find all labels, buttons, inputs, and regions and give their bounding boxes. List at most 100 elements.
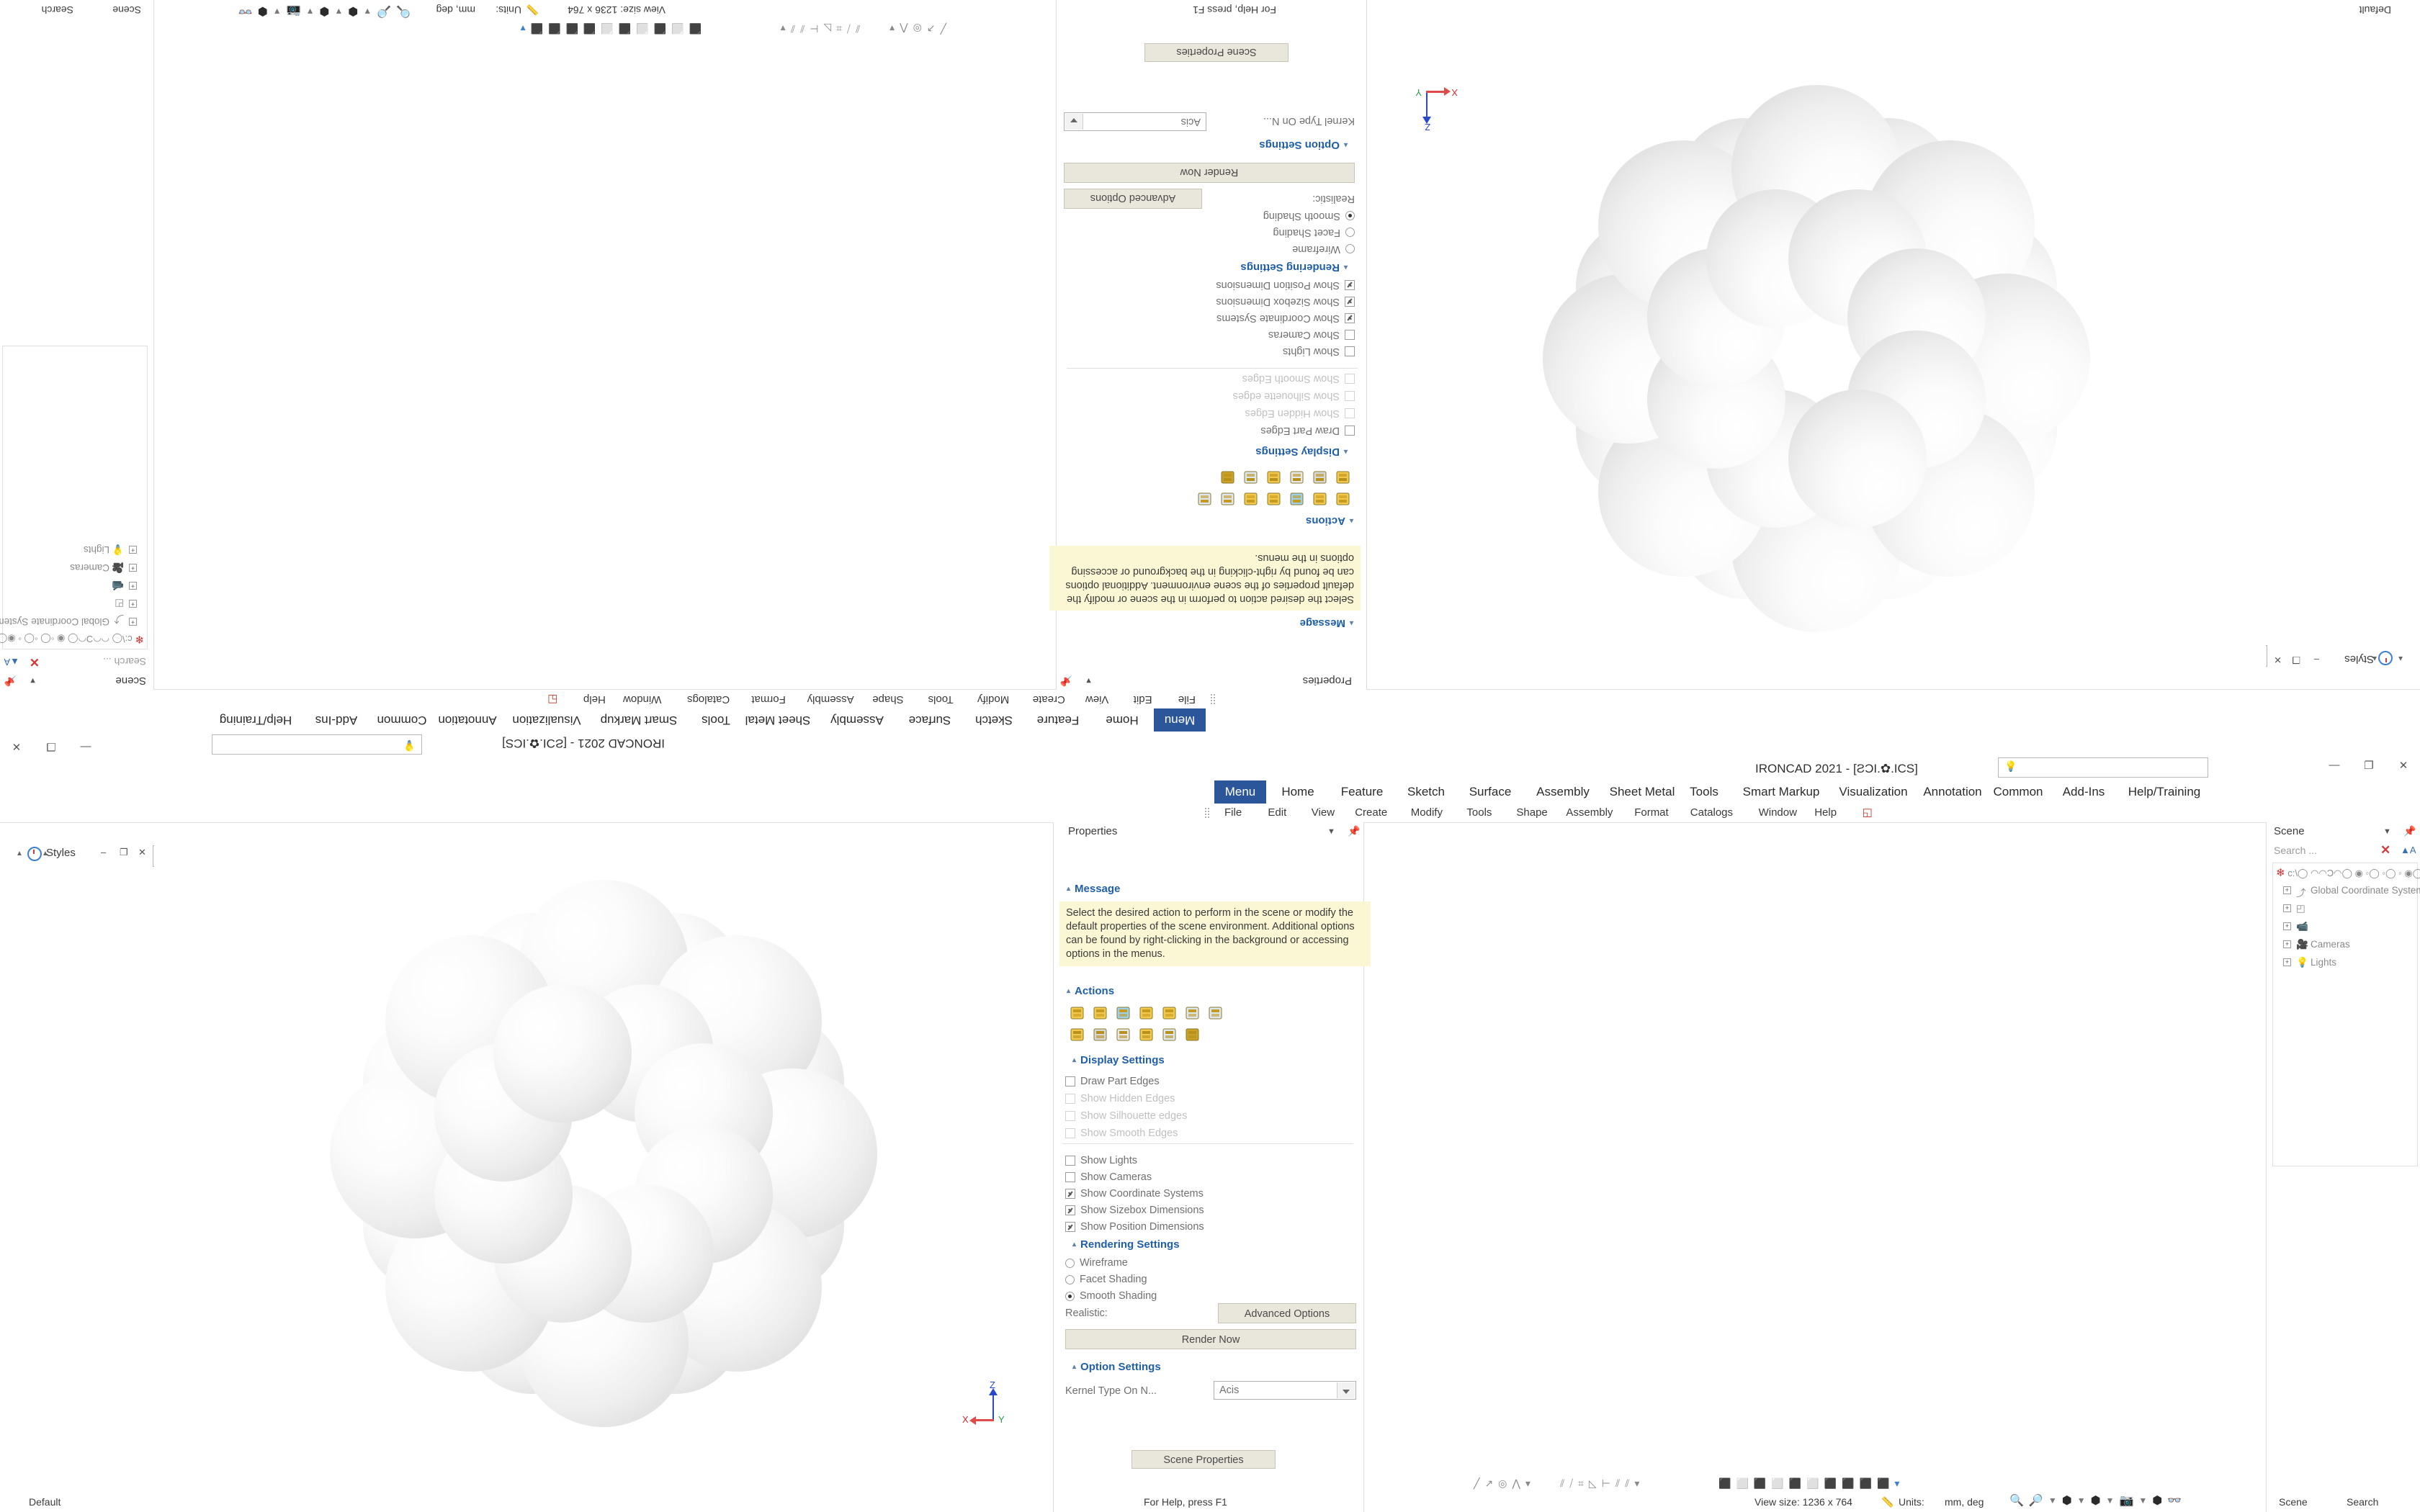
toolbar-icon-2-5[interactable]: ⬜: [1806, 1477, 1819, 1489]
collapse-right-icon[interactable]: ▲: [42, 850, 49, 858]
menu-item-edit[interactable]: Edit: [1268, 806, 1287, 819]
toolbar-icon-1-2[interactable]: ⌗: [1578, 1477, 1584, 1489]
window-controls[interactable]: — ❐ ✕: [2325, 759, 2413, 772]
scene-tree-node[interactable]: + ⤴ Global Coordinate System: [2283, 885, 2420, 899]
collapse-left-icon[interactable]: ▲: [16, 850, 23, 858]
grid-icon[interactable]: [1116, 1027, 1132, 1043]
radio-smooth-shading[interactable]: Smooth Shading: [1065, 1290, 1157, 1302]
menu-item-help[interactable]: Help: [1814, 806, 1837, 819]
toolbar-icon-0-1[interactable]: ↗: [1484, 1477, 1494, 1489]
toolbar-icon-2-6[interactable]: ⬛: [1824, 1477, 1837, 1489]
chevron-down-icon[interactable]: ▼: [2138, 1495, 2148, 1506]
toolbar-icon-0-4[interactable]: ▾: [1525, 1477, 1531, 1489]
graph-icon[interactable]: [1208, 1005, 1224, 1022]
minimize-icon[interactable]: –: [101, 847, 107, 858]
scene-properties-button[interactable]: Scene Properties: [1131, 1450, 1276, 1469]
toolbar-icon-2-0[interactable]: ⬛: [1718, 1477, 1731, 1489]
scene-tree-node[interactable]: + 📹: [2283, 921, 2311, 932]
surface-icon[interactable]: [1139, 1005, 1155, 1022]
menu-item-modify[interactable]: Modify: [1410, 806, 1443, 819]
expand-icon[interactable]: +: [2283, 904, 2291, 912]
toolbar-icon-1-0[interactable]: ⫽: [1560, 1477, 1565, 1489]
ribbon-tab-sketch[interactable]: Sketch: [1407, 785, 1445, 798]
checkbox-show-coordinate-systems[interactable]: Show Coordinate Systems: [1065, 1188, 1204, 1200]
checkbox-draw-part-edges[interactable]: Draw Part Edges: [1065, 1076, 1160, 1087]
radio-wireframe[interactable]: Wireframe: [1065, 1257, 1128, 1269]
menu-item-assembly[interactable]: Assembly: [1566, 806, 1613, 819]
ribbon-tab-smart-markup[interactable]: Smart Markup: [1742, 785, 1820, 798]
assembly-icon[interactable]: [1116, 1005, 1132, 1022]
menu-item-tools[interactable]: Tools: [1466, 806, 1492, 819]
toolbar-group-1[interactable]: ⫽ ⧸ ⌗ ◺ ⊢ ⫽ ⫽ ▾: [1560, 1477, 1639, 1490]
ribbon-tab-menu[interactable]: Menu: [1214, 780, 1266, 804]
toolbar-icon-0-3[interactable]: ⋀: [1512, 1477, 1520, 1489]
ribbon-search-input[interactable]: 💡: [1998, 757, 2208, 778]
pin-icon[interactable]: 📌: [1348, 825, 1361, 837]
section-actions[interactable]: ▴ Actions: [1067, 985, 1115, 997]
ribbon-tab-help-training[interactable]: Help/Training: [2128, 785, 2201, 798]
settings-gear-icon[interactable]: [1093, 1027, 1109, 1043]
coordinate-icon[interactable]: [1162, 1027, 1178, 1043]
ribbon-tab-surface[interactable]: Surface: [1469, 785, 1512, 798]
checkbox-show-position-dimensions[interactable]: Show Position Dimensions: [1065, 1221, 1204, 1233]
clear-search-icon[interactable]: ✕: [2380, 843, 2391, 857]
checkbox-show-lights[interactable]: Show Lights: [1065, 1155, 1137, 1166]
pin-icon[interactable]: 📌: [2403, 825, 2416, 837]
ribbon-tab-feature[interactable]: Feature: [1340, 785, 1384, 798]
render-now-button[interactable]: Render Now: [1065, 1329, 1356, 1349]
menu-item-view[interactable]: View: [1311, 806, 1335, 819]
new-part-icon[interactable]: ◱: [1862, 806, 1873, 819]
expand-icon[interactable]: +: [2283, 940, 2291, 948]
scene-tree-root[interactable]: ❄ c:\◯ ◠◠Ɔ◠◯ ◉ ◦◯ ◦◯ ◦ ◉◯◠: [2276, 866, 2420, 879]
scene-tree-node[interactable]: + 🎥 Cameras: [2283, 939, 2350, 950]
toolbar-icon-1-6[interactable]: ⫽: [1625, 1477, 1630, 1489]
chevron-down-icon[interactable]: ▼: [2048, 1495, 2057, 1506]
toolbar-icon-1-4[interactable]: ⊢: [1601, 1477, 1610, 1489]
sort-az-icon[interactable]: ▲A: [2401, 845, 2416, 855]
checkbox-show-sizebox-dimensions[interactable]: Show Sizebox Dimensions: [1065, 1205, 1204, 1216]
3d-viewport[interactable]: [154, 844, 1053, 1512]
ribbon-tab-common[interactable]: Common: [1993, 785, 2043, 798]
toolbar-icon-2-3[interactable]: ⬜: [1771, 1477, 1784, 1489]
kernel-type-select[interactable]: Acis: [1214, 1381, 1356, 1400]
part-icon[interactable]: [1093, 1005, 1109, 1022]
menu-item-format[interactable]: Format: [1634, 806, 1669, 819]
toolbar-group-2[interactable]: ⬛ ⬜ ⬛ ⬜ ⬛ ⬜ ⬛ ⬛ ⬛ ⬛ ▾: [1718, 1477, 1899, 1490]
zoom-out-icon[interactable]: 🔎: [2028, 1495, 2043, 1507]
chevron-down-icon[interactable]: ▼: [2076, 1495, 2086, 1506]
scene-tree-node[interactable]: + 💡 Lights: [2283, 957, 2336, 968]
toolbar-icon-2-7[interactable]: ⬛: [1842, 1477, 1855, 1489]
ribbon-tab-annotation[interactable]: Annotation: [1923, 785, 1982, 798]
bottom-toolbar[interactable]: ╱ ↗ ◎ ⋀ ▾ ⫽ ⧸ ⌗ ◺ ⊢ ⫽ ⫽ ▾ ⬛ ⬜ ⬛ ⬜ ⬛ ⬜ ⬛ ⬛ ⬛ ⬛ ▾: [0, 1476, 2420, 1492]
close-button[interactable]: ✕: [2398, 760, 2408, 772]
actions-icon-row-2[interactable]: [1070, 1027, 1201, 1043]
restore-button[interactable]: ❐: [2364, 760, 2374, 772]
edit-icon[interactable]: [1185, 1005, 1201, 1022]
status-view-tools[interactable]: 🔍 🔎 ▼ ⬢ ▼ ⬢ ▼ 📷 ▼ ⬢ 👓: [2009, 1493, 2182, 1508]
menu-item-catalogs[interactable]: Catalogs: [1690, 806, 1733, 819]
toolbar-icon-2-2[interactable]: ⬛: [1753, 1477, 1767, 1489]
ribbon-tab-visualization[interactable]: Visualization: [1839, 785, 1908, 798]
toolbar-icon-0-0[interactable]: ╱: [1474, 1477, 1480, 1489]
restore-icon[interactable]: ❐: [120, 847, 128, 858]
ribbon-tab-tools[interactable]: Tools: [1690, 785, 1718, 798]
scene-search-input[interactable]: Search ...: [2274, 845, 2317, 856]
menu-item-create[interactable]: Create: [1355, 806, 1388, 819]
render-cube-icon[interactable]: ⬢: [2061, 1495, 2072, 1507]
menu-item-window[interactable]: Window: [1758, 806, 1797, 819]
section-message[interactable]: ▴ Message: [1067, 883, 1121, 895]
toolbar-icon-2-1[interactable]: ⬜: [1736, 1477, 1749, 1489]
ribbon-tab-sheet-metal[interactable]: Sheet Metal: [1609, 785, 1675, 798]
menu-grip-handle[interactable]: [1204, 807, 1209, 819]
render-icon[interactable]: [1070, 1027, 1086, 1043]
scene-search-row[interactable]: Search ... ✕ ▲A: [2272, 842, 2416, 860]
shade-cube-icon[interactable]: ⬢: [2090, 1495, 2101, 1507]
actions-icon-row-1[interactable]: [1070, 1005, 1224, 1022]
shield-icon[interactable]: [1162, 1005, 1178, 1022]
chevron-down-icon[interactable]: ▼: [1327, 827, 1335, 836]
expand-icon[interactable]: +: [2283, 886, 2291, 894]
radio-facet-shading[interactable]: Facet Shading: [1065, 1274, 1147, 1285]
scene-tree[interactable]: ❄ c:\◯ ◠◠Ɔ◠◯ ◉ ◦◯ ◦◯ ◦ ◉◯◠ + ⤴ Global Coord…: [2272, 863, 2420, 1166]
ribbon-tab-assembly[interactable]: Assembly: [1536, 785, 1590, 798]
section-rendering-settings[interactable]: ▴ Rendering Settings: [1072, 1238, 1180, 1251]
